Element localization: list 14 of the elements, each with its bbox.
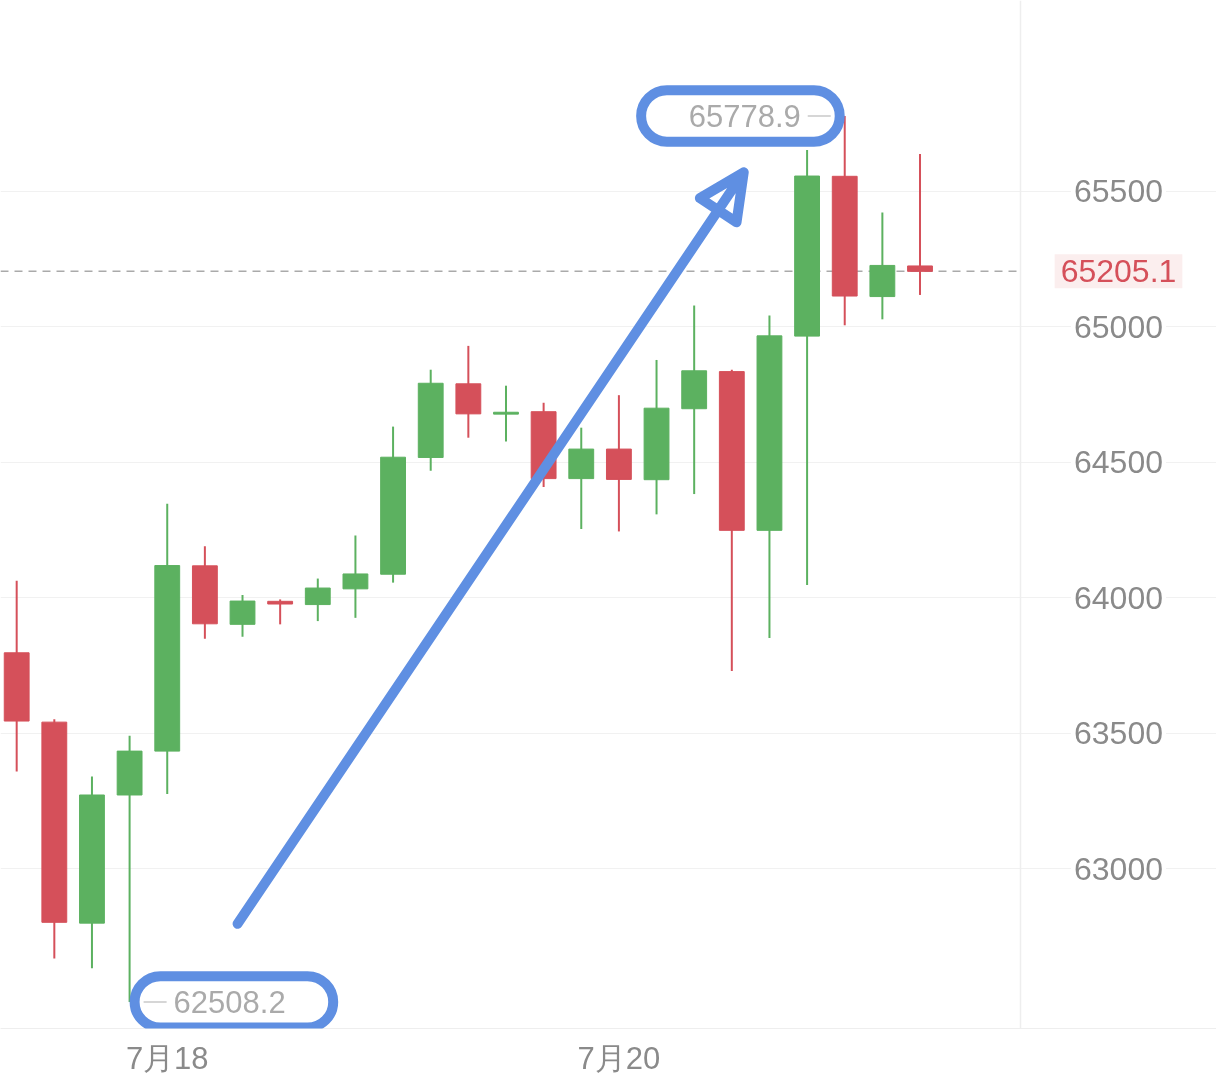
y-tick-label: 63500 <box>1074 715 1163 752</box>
candlestick <box>267 598 294 626</box>
annotation: 65778.9 <box>688 98 801 134</box>
y-tick-label: 64000 <box>1074 579 1163 616</box>
x-tick-label: 7月18 <box>125 1040 209 1076</box>
y-tick-label: 65500 <box>1074 173 1163 210</box>
y-tick-label: 63000 <box>1074 850 1163 887</box>
candlestick <box>907 153 933 296</box>
y-tick-label: 64500 <box>1074 444 1163 481</box>
annotation: 62508.2 <box>173 984 286 1020</box>
candlestick <box>493 384 519 443</box>
ref-line-label: 65205.1 <box>1060 253 1177 290</box>
x-tick-label: 7月20 <box>577 1040 661 1076</box>
y-tick-label: 65000 <box>1074 308 1163 345</box>
